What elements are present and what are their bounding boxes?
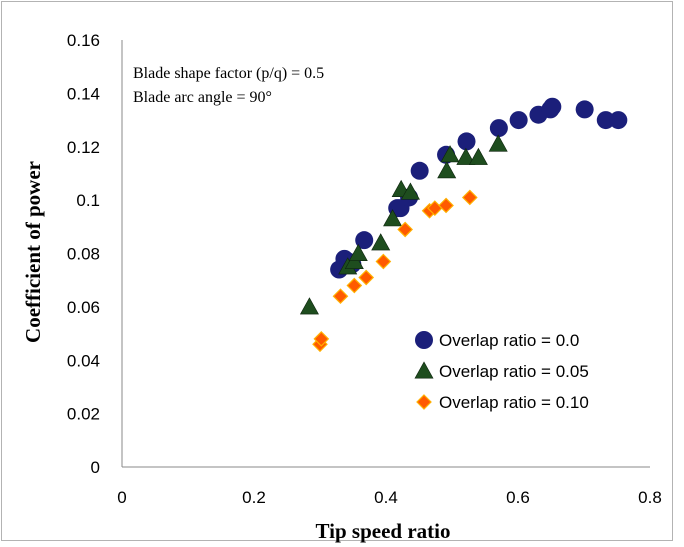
data-point-circle-marker <box>543 97 562 116</box>
data-point-circle-marker <box>489 119 508 138</box>
data-points <box>299 97 628 353</box>
x-tick-label: 0.6 <box>506 488 530 507</box>
legend-diamond-marker <box>416 394 432 410</box>
legend-label: Overlap ratio = 0.05 <box>439 362 589 381</box>
x-tick-label: 0 <box>117 488 126 507</box>
legend-triangle-marker <box>414 361 434 379</box>
data-point-circle-marker <box>355 231 374 250</box>
data-point-triangle-marker <box>437 161 457 179</box>
legend-item: Overlap ratio = 0.10 <box>416 393 589 412</box>
y-axis-title: Coefficient of power <box>21 161 45 343</box>
data-point-circle-marker <box>596 111 615 130</box>
legend-label: Overlap ratio = 0.10 <box>439 393 589 412</box>
y-tick-label: 0.1 <box>76 191 100 210</box>
y-tick-label: 0.16 <box>67 31 100 50</box>
data-point-diamond-marker <box>313 331 330 347</box>
data-point-diamond-marker <box>375 253 392 270</box>
annotation-arc-angle: Blade arc angle = 90° <box>133 89 272 106</box>
data-point-triangle-marker <box>400 182 420 200</box>
data-point-circle-marker <box>410 161 429 180</box>
annotation-blade-shape: Blade shape factor (p/q) = 0.5 <box>133 65 324 82</box>
data-point-triangle-marker <box>299 297 319 315</box>
y-tick-label: 0.14 <box>67 84 100 103</box>
y-tick-label: 0.12 <box>67 138 100 157</box>
data-point-triangle-marker <box>383 209 403 227</box>
x-tick-labels: 0 0.2 0.4 0.6 0.8 <box>117 488 662 507</box>
data-point-diamond-marker <box>346 277 363 294</box>
data-point-diamond-marker <box>438 197 454 214</box>
legend: Overlap ratio = 0.0 Overlap ratio = 0.05 O… <box>414 331 589 412</box>
x-tick-label: 0.2 <box>242 488 266 507</box>
legend-label: Overlap ratio = 0.0 <box>439 331 579 350</box>
y-tick-label: 0.08 <box>67 245 100 264</box>
y-tick-label: 0.04 <box>67 351 100 370</box>
data-point-circle-marker <box>575 100 594 119</box>
data-point-diamond-marker <box>461 189 478 206</box>
legend-item: Overlap ratio = 0.05 <box>414 361 589 381</box>
data-point-triangle-marker <box>440 145 460 163</box>
legend-item: Overlap ratio = 0.0 <box>415 331 579 350</box>
data-point-circle-marker <box>509 111 528 130</box>
x-tick-label: 0.8 <box>638 488 662 507</box>
y-tick-label: 0 <box>91 458 100 477</box>
y-tick-labels: 0 0.02 0.04 0.06 0.08 0.1 0.12 0.14 0.16 <box>67 31 100 477</box>
data-point-triangle-marker <box>488 134 508 152</box>
y-tick-label: 0.02 <box>67 405 100 424</box>
axes <box>121 40 650 468</box>
series-1 <box>299 134 508 315</box>
data-point-diamond-marker <box>358 269 375 286</box>
x-axis-title: Tip speed ratio <box>316 519 451 543</box>
data-point-diamond-marker <box>332 288 349 305</box>
data-point-circle-marker <box>457 132 476 151</box>
data-point-triangle-marker <box>468 147 488 165</box>
data-point-triangle-marker <box>371 233 391 251</box>
legend-circle-marker <box>415 331 433 349</box>
series-2 <box>312 189 478 353</box>
data-point-triangle-marker <box>456 147 476 165</box>
data-point-circle-marker <box>609 111 628 130</box>
y-tick-label: 0.06 <box>67 298 100 317</box>
data-point-diamond-marker <box>397 221 413 238</box>
data-point-triangle-marker <box>348 243 368 262</box>
x-tick-label: 0.4 <box>374 488 398 507</box>
